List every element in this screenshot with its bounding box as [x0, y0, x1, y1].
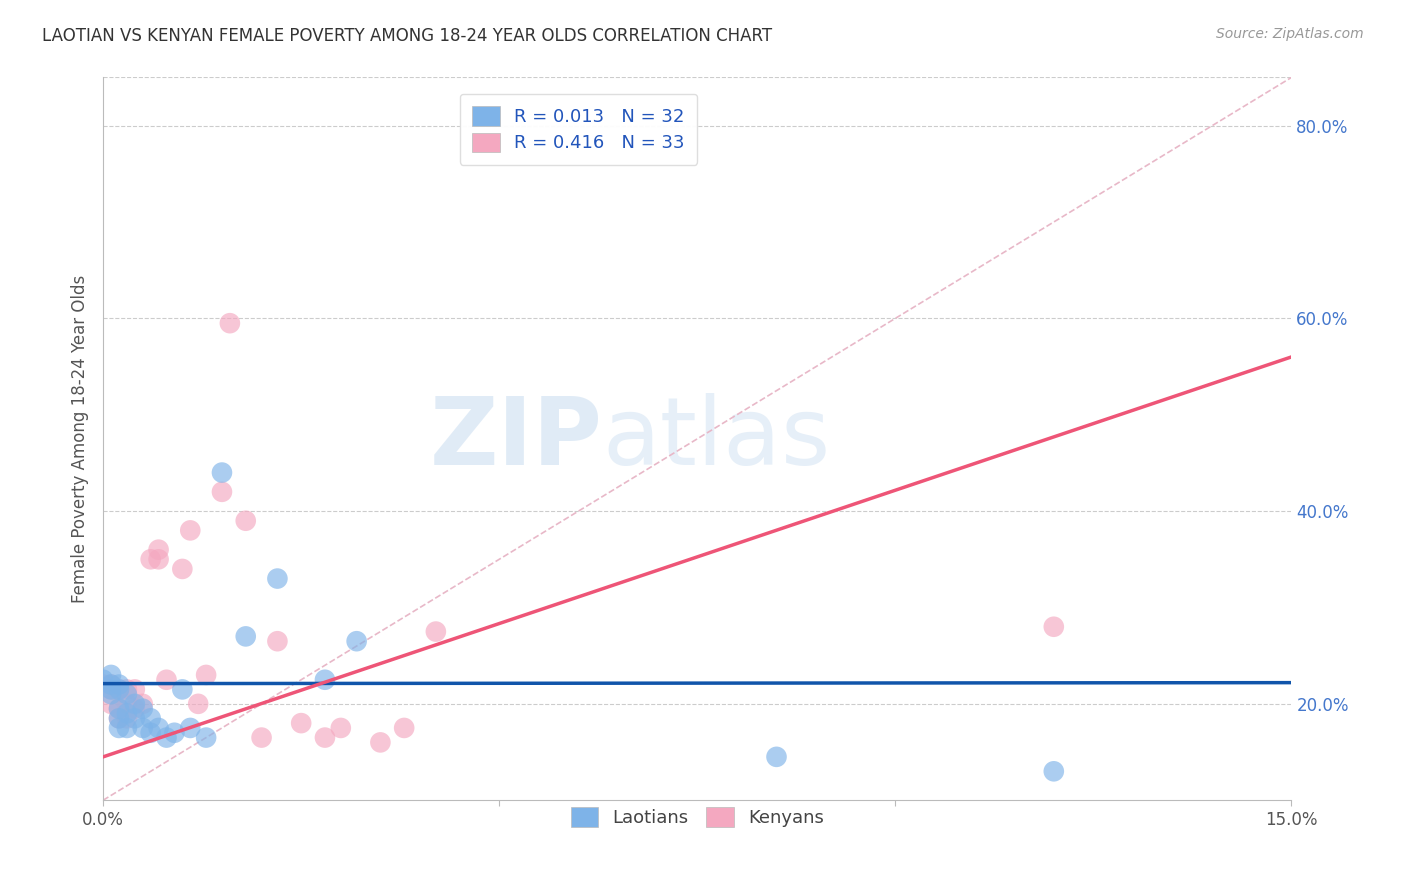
Point	[115, 721, 138, 735]
Point	[266, 572, 288, 586]
Point	[235, 629, 257, 643]
Point	[124, 697, 146, 711]
Point	[370, 735, 392, 749]
Point	[155, 673, 177, 687]
Point	[108, 682, 131, 697]
Point	[148, 721, 170, 735]
Point	[132, 721, 155, 735]
Point	[148, 552, 170, 566]
Text: LAOTIAN VS KENYAN FEMALE POVERTY AMONG 18-24 YEAR OLDS CORRELATION CHART: LAOTIAN VS KENYAN FEMALE POVERTY AMONG 1…	[42, 27, 772, 45]
Point	[132, 697, 155, 711]
Point	[235, 514, 257, 528]
Point	[163, 725, 186, 739]
Point	[172, 682, 194, 697]
Point	[211, 484, 233, 499]
Point	[108, 701, 131, 715]
Point	[266, 634, 288, 648]
Point	[314, 731, 336, 745]
Point	[219, 316, 242, 330]
Point	[425, 624, 447, 639]
Point	[124, 701, 146, 715]
Point	[139, 552, 162, 566]
Point	[91, 673, 114, 687]
Point	[100, 687, 122, 701]
Point	[108, 677, 131, 691]
Point	[108, 721, 131, 735]
Point	[124, 682, 146, 697]
Point	[1042, 764, 1064, 779]
Point	[115, 682, 138, 697]
Point	[139, 725, 162, 739]
Point	[115, 687, 138, 701]
Text: Source: ZipAtlas.com: Source: ZipAtlas.com	[1216, 27, 1364, 41]
Point	[132, 701, 155, 715]
Point	[346, 634, 368, 648]
Text: ZIP: ZIP	[429, 392, 602, 485]
Point	[100, 668, 122, 682]
Point	[100, 697, 122, 711]
Point	[155, 731, 177, 745]
Point	[124, 711, 146, 725]
Point	[100, 677, 122, 691]
Point	[187, 697, 209, 711]
Point	[195, 731, 218, 745]
Point	[100, 682, 122, 697]
Point	[115, 697, 138, 711]
Point	[290, 716, 312, 731]
Point	[211, 466, 233, 480]
Point	[1042, 620, 1064, 634]
Point	[314, 673, 336, 687]
Point	[195, 668, 218, 682]
Point	[100, 682, 122, 697]
Point	[108, 701, 131, 715]
Point	[108, 711, 131, 725]
Point	[179, 524, 201, 538]
Point	[172, 562, 194, 576]
Point	[100, 677, 122, 691]
Point	[250, 731, 273, 745]
Point	[765, 749, 787, 764]
Point	[139, 711, 162, 725]
Legend: Laotians, Kenyans: Laotians, Kenyans	[564, 800, 831, 835]
Point	[329, 721, 352, 735]
Point	[115, 711, 138, 725]
Point	[115, 706, 138, 721]
Point	[179, 721, 201, 735]
Point	[91, 677, 114, 691]
Point	[148, 542, 170, 557]
Text: atlas: atlas	[602, 392, 831, 485]
Point	[108, 682, 131, 697]
Point	[392, 721, 415, 735]
Point	[108, 711, 131, 725]
Y-axis label: Female Poverty Among 18-24 Year Olds: Female Poverty Among 18-24 Year Olds	[72, 275, 89, 603]
